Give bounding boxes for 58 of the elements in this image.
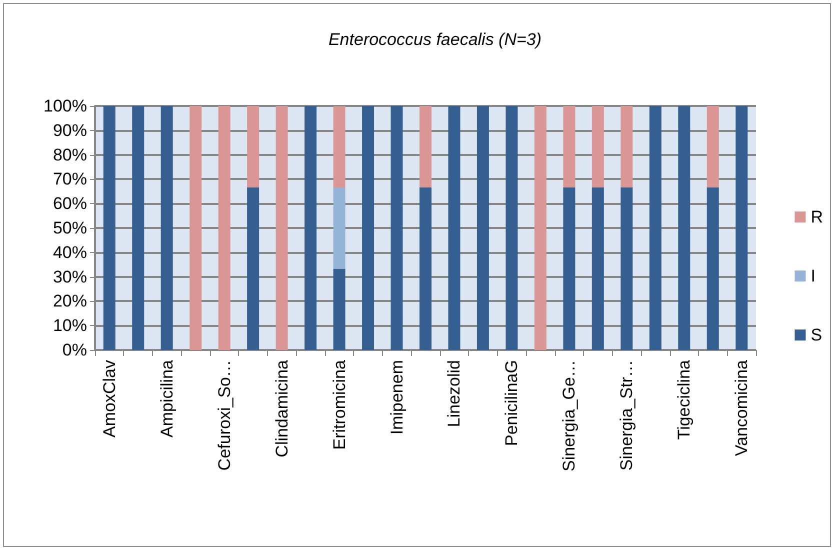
x-tick-label: AmoxClav <box>100 360 119 438</box>
bar <box>247 187 260 350</box>
y-tick-label: 70% <box>52 170 87 189</box>
y-tick-label: 100% <box>44 96 87 116</box>
bar <box>362 106 374 350</box>
bar <box>563 106 576 188</box>
x-tick-label: Linezolid <box>444 360 464 428</box>
bar <box>390 106 403 350</box>
y-tick-label: 0% <box>62 340 87 360</box>
bar <box>592 187 604 350</box>
bar <box>247 106 260 188</box>
y-tick-label: 30% <box>52 267 87 286</box>
y-tick-label: 40% <box>52 242 87 262</box>
bar <box>190 106 202 350</box>
x-tick-label: Cefuroxi_So… <box>214 360 234 471</box>
bar <box>476 106 489 350</box>
x-tick-label: Ampicilina <box>157 359 176 438</box>
y-tick-label: 50% <box>52 218 87 238</box>
bar <box>420 187 432 350</box>
bar <box>333 106 346 188</box>
bar <box>304 106 317 350</box>
y-tick-label: 60% <box>52 194 87 214</box>
bar <box>706 106 719 188</box>
bar <box>678 106 690 350</box>
y-tick-label: 20% <box>52 292 87 311</box>
y-tick-label: 80% <box>52 145 87 164</box>
y-tick-label: 10% <box>52 316 87 336</box>
bar <box>276 106 288 350</box>
bar <box>736 106 748 350</box>
bar <box>448 106 460 350</box>
bar <box>649 106 662 350</box>
x-tick-label: Eritromicina <box>330 359 349 450</box>
bar <box>333 187 346 269</box>
bar <box>592 106 604 188</box>
bar <box>620 106 633 188</box>
bar <box>534 106 546 350</box>
bar <box>420 106 432 188</box>
bar <box>103 106 116 350</box>
bar <box>506 106 518 350</box>
x-tick-label: Sinergia_Ge… <box>560 360 579 472</box>
bar <box>333 268 346 350</box>
x-tick-label: Tigeciclina <box>674 359 694 440</box>
x-tick-label: Clindamicina <box>272 359 292 458</box>
legend-label: R <box>810 208 824 226</box>
chart-title: Enterococcus faecalis (N=3) <box>328 30 542 49</box>
bar <box>706 187 719 350</box>
x-tick-label: Sinergia_Str… <box>617 360 636 471</box>
bar <box>563 187 576 350</box>
x-tick-label: Imipenem <box>387 360 406 435</box>
bar <box>160 106 173 350</box>
legend-label: I <box>810 266 816 286</box>
legend-label: S <box>810 326 822 344</box>
y-tick-label: 90% <box>52 120 87 140</box>
x-tick-label: Vancomicina <box>732 359 752 456</box>
bar <box>132 106 144 350</box>
bar <box>620 187 633 350</box>
x-tick-label: PenicilinaG <box>502 360 522 446</box>
bar <box>218 106 230 350</box>
